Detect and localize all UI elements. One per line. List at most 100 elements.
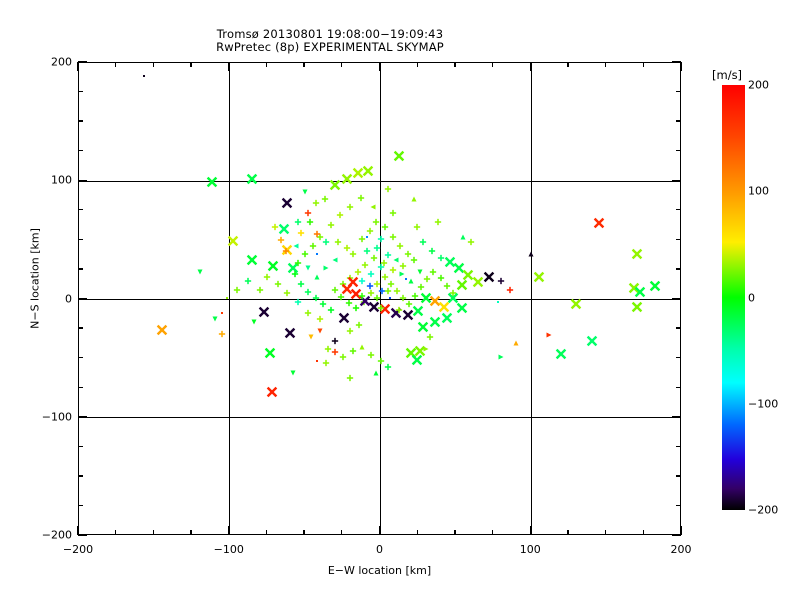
data-point [506, 278, 514, 293]
data-point [282, 239, 289, 254]
data-point [399, 287, 407, 302]
axis-tick [78, 504, 83, 507]
data-point [444, 253, 456, 268]
axis-tick [78, 150, 83, 152]
axis-tick [642, 530, 644, 535]
data-point [259, 302, 270, 318]
data-point [356, 314, 363, 329]
axis-tick [676, 238, 681, 241]
data-point [304, 302, 312, 317]
data-point [350, 340, 357, 355]
data-point [498, 346, 505, 360]
data-point [265, 344, 276, 359]
data-point [427, 326, 434, 341]
data-point [412, 301, 424, 316]
data-point [219, 322, 226, 337]
data-point [456, 299, 468, 314]
data-point [140, 64, 147, 77]
data-point [314, 265, 321, 280]
colorbar-tick-label: −200 [748, 503, 779, 517]
data-point [405, 344, 416, 359]
data-point [437, 266, 444, 282]
data-point [304, 281, 312, 296]
data-point [410, 187, 417, 202]
data-point [420, 288, 431, 303]
data-point [429, 313, 441, 328]
data-point [366, 275, 374, 290]
y-tick-label: 0 [65, 292, 72, 305]
data-point [410, 249, 417, 264]
data-point [264, 265, 271, 280]
data-point [247, 170, 258, 185]
data-point [314, 223, 321, 238]
data-point [324, 337, 331, 353]
data-point [323, 352, 330, 367]
y-tick-label: −100 [41, 410, 72, 424]
data-point [368, 343, 375, 358]
data-point [634, 282, 646, 297]
axis-tick [115, 530, 117, 535]
axis-tick [78, 445, 83, 447]
data-point [281, 193, 293, 209]
data-point [429, 292, 441, 307]
data-point [369, 195, 376, 210]
data-point [342, 170, 353, 185]
axis-tick [676, 120, 681, 122]
data-point [513, 331, 520, 346]
data-point [360, 290, 368, 305]
data-point [196, 261, 203, 275]
data-point [277, 229, 285, 244]
axis-tick [642, 62, 644, 67]
axis-tick [78, 386, 83, 388]
data-point [381, 216, 389, 231]
data-point [434, 211, 441, 226]
data-point [291, 263, 298, 278]
axis-tick [604, 530, 607, 535]
data-point [335, 231, 342, 246]
data-point [350, 243, 357, 258]
x-tick-label: 100 [519, 543, 541, 556]
colorbar-tick-label: −100 [748, 397, 779, 411]
data-point [317, 308, 324, 323]
data-point [308, 326, 315, 340]
data-point [359, 270, 366, 285]
axis-tick [78, 61, 87, 63]
axis-tick [78, 238, 83, 241]
data-point [284, 324, 296, 339]
data-point [305, 257, 312, 271]
data-point [363, 162, 374, 177]
x-tick-label: −100 [213, 543, 244, 556]
data-point [412, 284, 419, 299]
data-point [443, 275, 450, 290]
data-point [283, 282, 291, 297]
axis-tick [567, 530, 569, 535]
title-line-1: Tromsø 20130801 19:08:00−19:09:43 [216, 27, 444, 41]
axis-tick [491, 530, 494, 535]
data-point [290, 361, 297, 376]
data-point [352, 164, 364, 179]
data-point [323, 257, 330, 271]
axis-tick [680, 526, 682, 535]
x-axis-label: E−W location [km] [327, 564, 432, 577]
axis-tick [676, 209, 681, 211]
gridline-horizontal [79, 298, 680, 301]
data-point [387, 272, 395, 287]
data-point [347, 367, 354, 382]
data-point [393, 146, 404, 161]
data-point [363, 225, 370, 238]
data-point [266, 383, 278, 398]
data-point [389, 201, 396, 217]
y-tick-label: 100 [51, 173, 72, 187]
axis-tick [676, 356, 681, 359]
data-point [389, 225, 396, 240]
data-point [402, 306, 413, 321]
axis-tick [672, 416, 681, 418]
data-point [244, 270, 251, 285]
data-point [345, 291, 352, 306]
data-point [338, 285, 345, 300]
axis-tick [78, 120, 83, 122]
data-point [414, 341, 425, 357]
axis-tick [78, 268, 83, 270]
axis-tick [604, 62, 607, 67]
data-point [294, 290, 301, 305]
